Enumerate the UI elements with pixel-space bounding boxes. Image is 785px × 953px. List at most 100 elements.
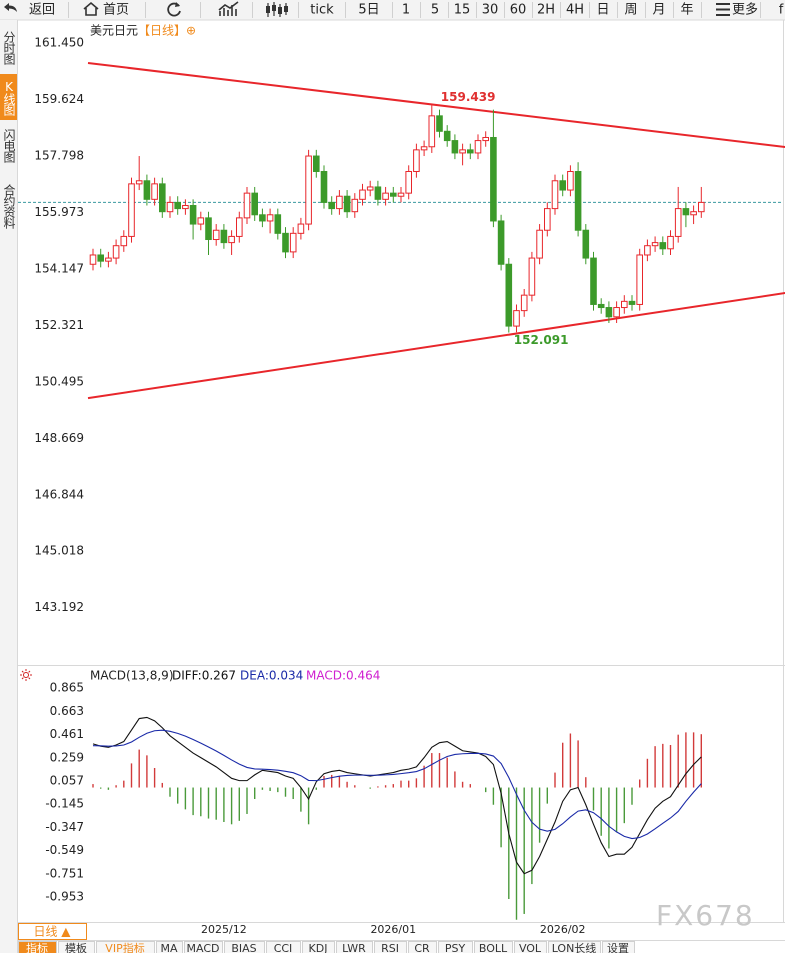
candle-body <box>574 170 582 231</box>
candle-body <box>243 192 251 219</box>
dea-line <box>92 729 702 840</box>
candle-body <box>197 217 205 225</box>
legend-entry: DIFF:0.267 <box>172 669 236 683</box>
toolbar-button[interactable]: 更多 <box>732 2 758 18</box>
candle-body <box>390 192 397 197</box>
y-tick-label: 155.973 <box>34 205 84 219</box>
bottom-tab[interactable]: 模板 <box>65 941 87 953</box>
toolbar-button[interactable]: 5日 <box>358 3 379 18</box>
icon-core <box>23 672 29 678</box>
bottom-tab[interactable]: MA <box>160 942 177 953</box>
toolbar-button[interactable]: 首页 <box>103 3 129 18</box>
indicator-settings-icon[interactable] <box>20 669 32 681</box>
home-icon[interactable] <box>83 1 99 16</box>
y-tick-label: -0.347 <box>45 820 84 834</box>
candle-body <box>251 192 258 216</box>
candle-body <box>274 214 282 234</box>
tab-bg <box>18 941 57 953</box>
bottom-tab[interactable]: BOLL <box>479 942 508 953</box>
candle-body <box>320 170 328 203</box>
toolbar-button[interactable]: 5 <box>431 3 439 18</box>
candle-body <box>513 310 520 327</box>
toolbar-button[interactable]: 返回 <box>29 3 55 18</box>
candle-body <box>259 214 266 222</box>
y-tick-label: 143.192 <box>34 600 84 614</box>
candle-body <box>667 235 674 250</box>
bottom-tab[interactable]: CR <box>414 942 430 953</box>
y-tick-label: 0.461 <box>50 727 84 741</box>
bottom-tab[interactable]: KDJ <box>309 942 328 953</box>
candle-body <box>674 208 682 237</box>
candle-body <box>351 198 359 213</box>
back-icon[interactable] <box>4 3 17 12</box>
toolbar-button[interactable]: 周 <box>624 3 637 18</box>
toolbar-button[interactable]: 4H <box>566 3 584 18</box>
candle-body <box>112 245 120 259</box>
candle-body <box>420 146 428 151</box>
candle-body <box>482 136 489 142</box>
trend-line <box>87 292 785 400</box>
toolbar-button[interactable]: 15 <box>454 3 471 18</box>
sidebar-tab[interactable]: 闪电图 <box>2 128 16 162</box>
candle-body <box>590 257 597 305</box>
toolbar-button[interactable]: 2H <box>537 3 555 18</box>
bottom-tab[interactable]: VIP指标 <box>105 941 144 953</box>
toolbar-button[interactable]: 30 <box>482 3 499 18</box>
menu-icon[interactable] <box>716 3 730 16</box>
bottom-tab[interactable]: RSI <box>381 942 399 953</box>
bottom-tab[interactable]: LWR <box>342 942 366 953</box>
toolbar-button[interactable]: 日 <box>596 3 609 18</box>
y-tick-label: 0.865 <box>50 681 84 695</box>
toolbar-button[interactable]: f <box>779 3 784 18</box>
tab-bg <box>474 941 513 953</box>
toolbar-button[interactable]: 1 <box>402 3 410 18</box>
tab-bg <box>266 941 301 953</box>
tab-bg <box>374 941 407 953</box>
candle-body <box>135 180 143 185</box>
chart-title-icon[interactable]: ⊕ <box>186 24 196 38</box>
candle-body <box>605 307 613 318</box>
candle-body <box>182 205 189 210</box>
tab-bg <box>224 941 265 953</box>
y-tick-label: -0.953 <box>45 890 84 904</box>
y-tick-label: 145.018 <box>34 544 84 558</box>
bottom-tab[interactable]: BIAS <box>231 942 256 953</box>
bottom-tab[interactable]: LON长线 <box>552 941 597 953</box>
sidebar-tab-active[interactable]: K线图 <box>0 74 17 120</box>
candle-body <box>174 201 181 210</box>
candle-body <box>397 192 405 197</box>
toolbar-button[interactable]: tick <box>310 3 334 18</box>
bottom-tab[interactable]: 指标 <box>26 941 48 953</box>
candle-body <box>336 195 343 210</box>
bottom-tab[interactable]: VOL <box>519 942 542 953</box>
bottom-tab[interactable]: 设置 <box>607 942 629 953</box>
y-tick-label: 159.624 <box>34 92 84 106</box>
sidebar-tab[interactable]: 合约资料 <box>2 184 16 228</box>
bottom-tab[interactable]: PSY <box>445 942 466 953</box>
candle-body <box>374 186 382 200</box>
chart-type-icon[interactable] <box>218 1 239 16</box>
tab-bg <box>156 941 183 953</box>
legend-entry: MACD:0.464 <box>306 669 380 683</box>
refresh-arrow <box>175 2 180 7</box>
toolbar-button[interactable]: 月 <box>652 3 665 18</box>
period-button-box[interactable] <box>18 923 87 940</box>
candle-body <box>582 229 590 259</box>
candle-body <box>613 307 620 318</box>
period-button[interactable]: 日线 ▲ <box>33 925 71 939</box>
y-tick-label: 148.669 <box>34 431 84 445</box>
tab-bg <box>58 941 95 953</box>
candle-body <box>528 257 536 296</box>
candle-body <box>621 300 628 309</box>
candle-body <box>97 254 105 262</box>
tab-bg <box>602 941 635 953</box>
toolbar-button[interactable]: 60 <box>510 3 527 18</box>
tab-bg <box>336 941 373 953</box>
bottom-tab[interactable]: MACD <box>187 942 220 953</box>
bottom-tab[interactable]: CCI <box>274 942 293 953</box>
toolbar-button[interactable]: 年 <box>680 3 693 18</box>
candle-body <box>212 229 220 241</box>
sidebar-tab[interactable]: 分时图 <box>2 30 16 64</box>
candle-body <box>443 130 451 142</box>
candle-body <box>682 208 690 216</box>
